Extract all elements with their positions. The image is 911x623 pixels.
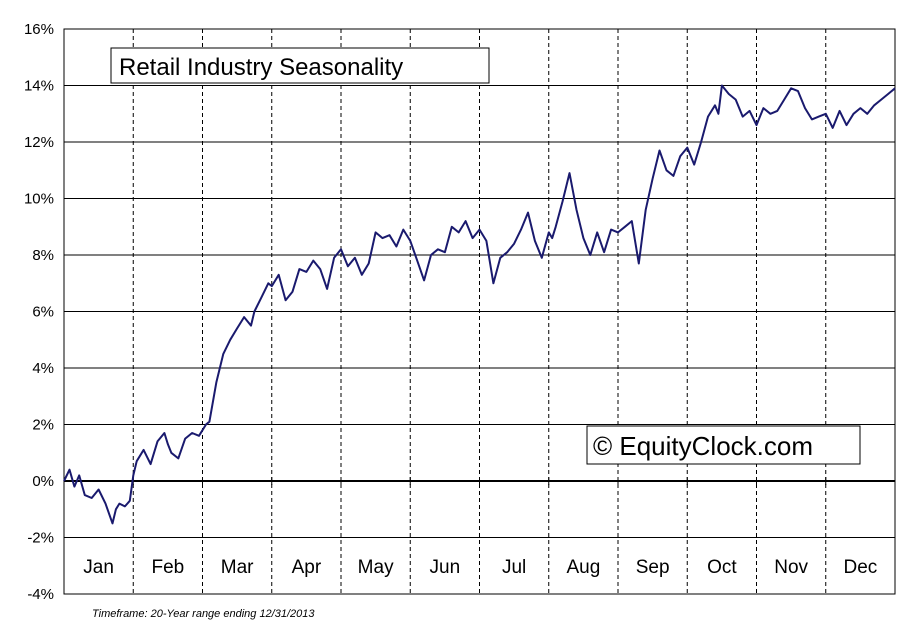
y-tick-label: 6% xyxy=(32,304,54,321)
month-label: Dec xyxy=(843,557,877,578)
seasonality-line xyxy=(63,84,896,525)
month-label: Jan xyxy=(83,557,114,578)
month-label: Sep xyxy=(636,557,670,578)
plot-frame xyxy=(63,28,896,595)
month-label: Mar xyxy=(221,557,254,578)
month-label: Aug xyxy=(566,557,600,578)
y-tick-label: 16% xyxy=(24,21,54,38)
y-tick-label: 12% xyxy=(24,134,54,151)
watermark-box: © EquityClock.com xyxy=(586,425,861,465)
month-label: Oct xyxy=(707,557,737,578)
month-label: Apr xyxy=(292,557,322,578)
watermark-text: © EquityClock.com xyxy=(593,431,813,461)
month-label: Jul xyxy=(502,557,526,578)
y-tick-label: 0% xyxy=(32,473,54,490)
y-tick-label: 4% xyxy=(32,360,54,377)
y-tick-label: 8% xyxy=(32,247,54,264)
y-tick-label: -2% xyxy=(27,530,54,547)
y-tick-label: 2% xyxy=(32,417,54,434)
month-label: Jun xyxy=(430,557,461,578)
y-tick-label: -4% xyxy=(27,586,54,603)
y-axis-ticks: 16% 14% 12% 10% 8% 6% 4% 2% 0% -2% -4% xyxy=(24,21,54,603)
month-label: Nov xyxy=(774,557,808,578)
timeframe-footnote: Timeframe: 20-Year range ending 12/31/20… xyxy=(92,608,315,620)
chart-title-box: Retail Industry Seasonality xyxy=(110,47,490,84)
month-label: May xyxy=(358,557,394,578)
y-tick-label: 10% xyxy=(24,191,54,208)
y-tick-label: 14% xyxy=(24,78,54,95)
month-label: Feb xyxy=(152,557,185,578)
chart-title: Retail Industry Seasonality xyxy=(119,54,403,81)
